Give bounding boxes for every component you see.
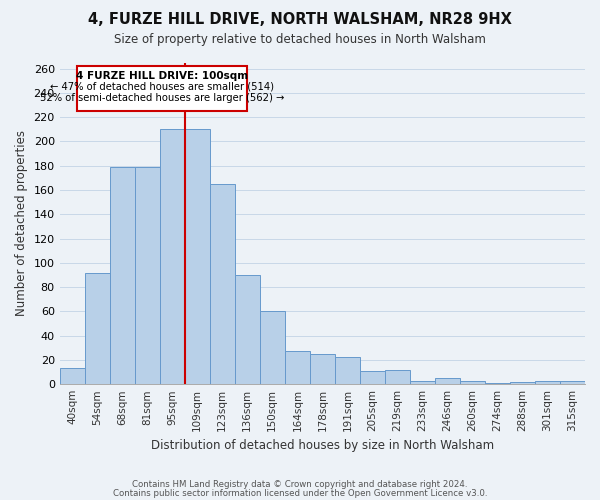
Bar	[410, 380, 435, 384]
X-axis label: Distribution of detached houses by size in North Walsham: Distribution of detached houses by size …	[151, 440, 494, 452]
FancyBboxPatch shape	[77, 66, 247, 111]
Bar	[110, 167, 135, 384]
Text: Contains public sector information licensed under the Open Government Licence v3: Contains public sector information licen…	[113, 488, 487, 498]
Text: Contains HM Land Registry data © Crown copyright and database right 2024.: Contains HM Land Registry data © Crown c…	[132, 480, 468, 489]
Text: ← 47% of detached houses are smaller (514): ← 47% of detached houses are smaller (51…	[50, 82, 274, 92]
Text: 52% of semi-detached houses are larger (562) →: 52% of semi-detached houses are larger (…	[40, 93, 284, 103]
Bar	[160, 130, 185, 384]
Text: 4 FURZE HILL DRIVE: 100sqm: 4 FURZE HILL DRIVE: 100sqm	[76, 71, 248, 81]
Bar	[85, 272, 110, 384]
Bar	[560, 380, 585, 384]
Bar	[185, 130, 210, 384]
Bar	[235, 275, 260, 384]
Y-axis label: Number of detached properties: Number of detached properties	[15, 130, 28, 316]
Bar	[485, 383, 510, 384]
Bar	[385, 370, 410, 384]
Bar	[285, 352, 310, 384]
Text: Size of property relative to detached houses in North Walsham: Size of property relative to detached ho…	[114, 32, 486, 46]
Bar	[210, 184, 235, 384]
Bar	[59, 368, 85, 384]
Bar	[460, 380, 485, 384]
Bar	[535, 380, 560, 384]
Bar	[260, 312, 285, 384]
Bar	[310, 354, 335, 384]
Bar	[360, 371, 385, 384]
Bar	[435, 378, 460, 384]
Bar	[135, 167, 160, 384]
Text: 4, FURZE HILL DRIVE, NORTH WALSHAM, NR28 9HX: 4, FURZE HILL DRIVE, NORTH WALSHAM, NR28…	[88, 12, 512, 28]
Bar	[335, 358, 360, 384]
Bar	[510, 382, 535, 384]
